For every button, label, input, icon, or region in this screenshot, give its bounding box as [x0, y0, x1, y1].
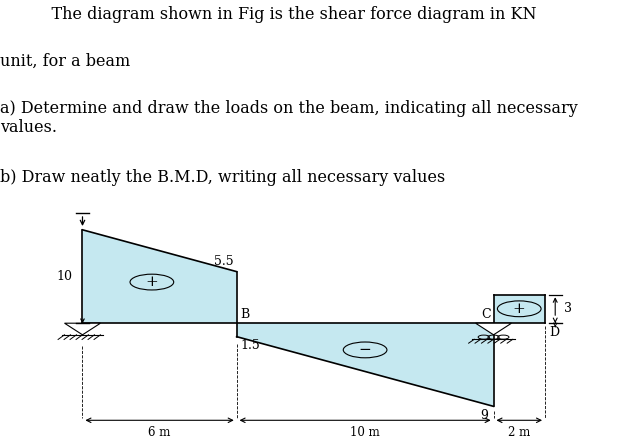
- Text: The diagram shown in Fig is the shear force diagram in KN: The diagram shown in Fig is the shear fo…: [31, 6, 537, 23]
- Polygon shape: [494, 295, 545, 323]
- Polygon shape: [237, 323, 494, 406]
- Text: 9: 9: [480, 409, 489, 422]
- Text: C: C: [481, 308, 491, 321]
- Text: 1.5: 1.5: [241, 340, 260, 353]
- Text: 10 m: 10 m: [350, 426, 380, 439]
- Text: +: +: [146, 275, 158, 289]
- Polygon shape: [82, 230, 237, 323]
- Polygon shape: [475, 323, 512, 335]
- Text: 2 m: 2 m: [508, 426, 531, 439]
- Text: 3: 3: [564, 302, 572, 315]
- Text: b) Draw neatly the B.M.D, writing all necessary values: b) Draw neatly the B.M.D, writing all ne…: [0, 169, 445, 186]
- Text: 10: 10: [57, 270, 72, 283]
- Text: 5.5: 5.5: [214, 255, 234, 268]
- Polygon shape: [65, 323, 100, 335]
- Text: 6 m: 6 m: [148, 426, 171, 439]
- Text: −: −: [359, 343, 372, 357]
- Text: B: B: [241, 308, 250, 321]
- Text: a) Determine and draw the loads on the beam, indicating all necessary
values.: a) Determine and draw the loads on the b…: [0, 100, 578, 136]
- Text: unit, for a beam: unit, for a beam: [0, 53, 130, 70]
- Text: +: +: [513, 302, 526, 316]
- Text: D: D: [549, 327, 559, 340]
